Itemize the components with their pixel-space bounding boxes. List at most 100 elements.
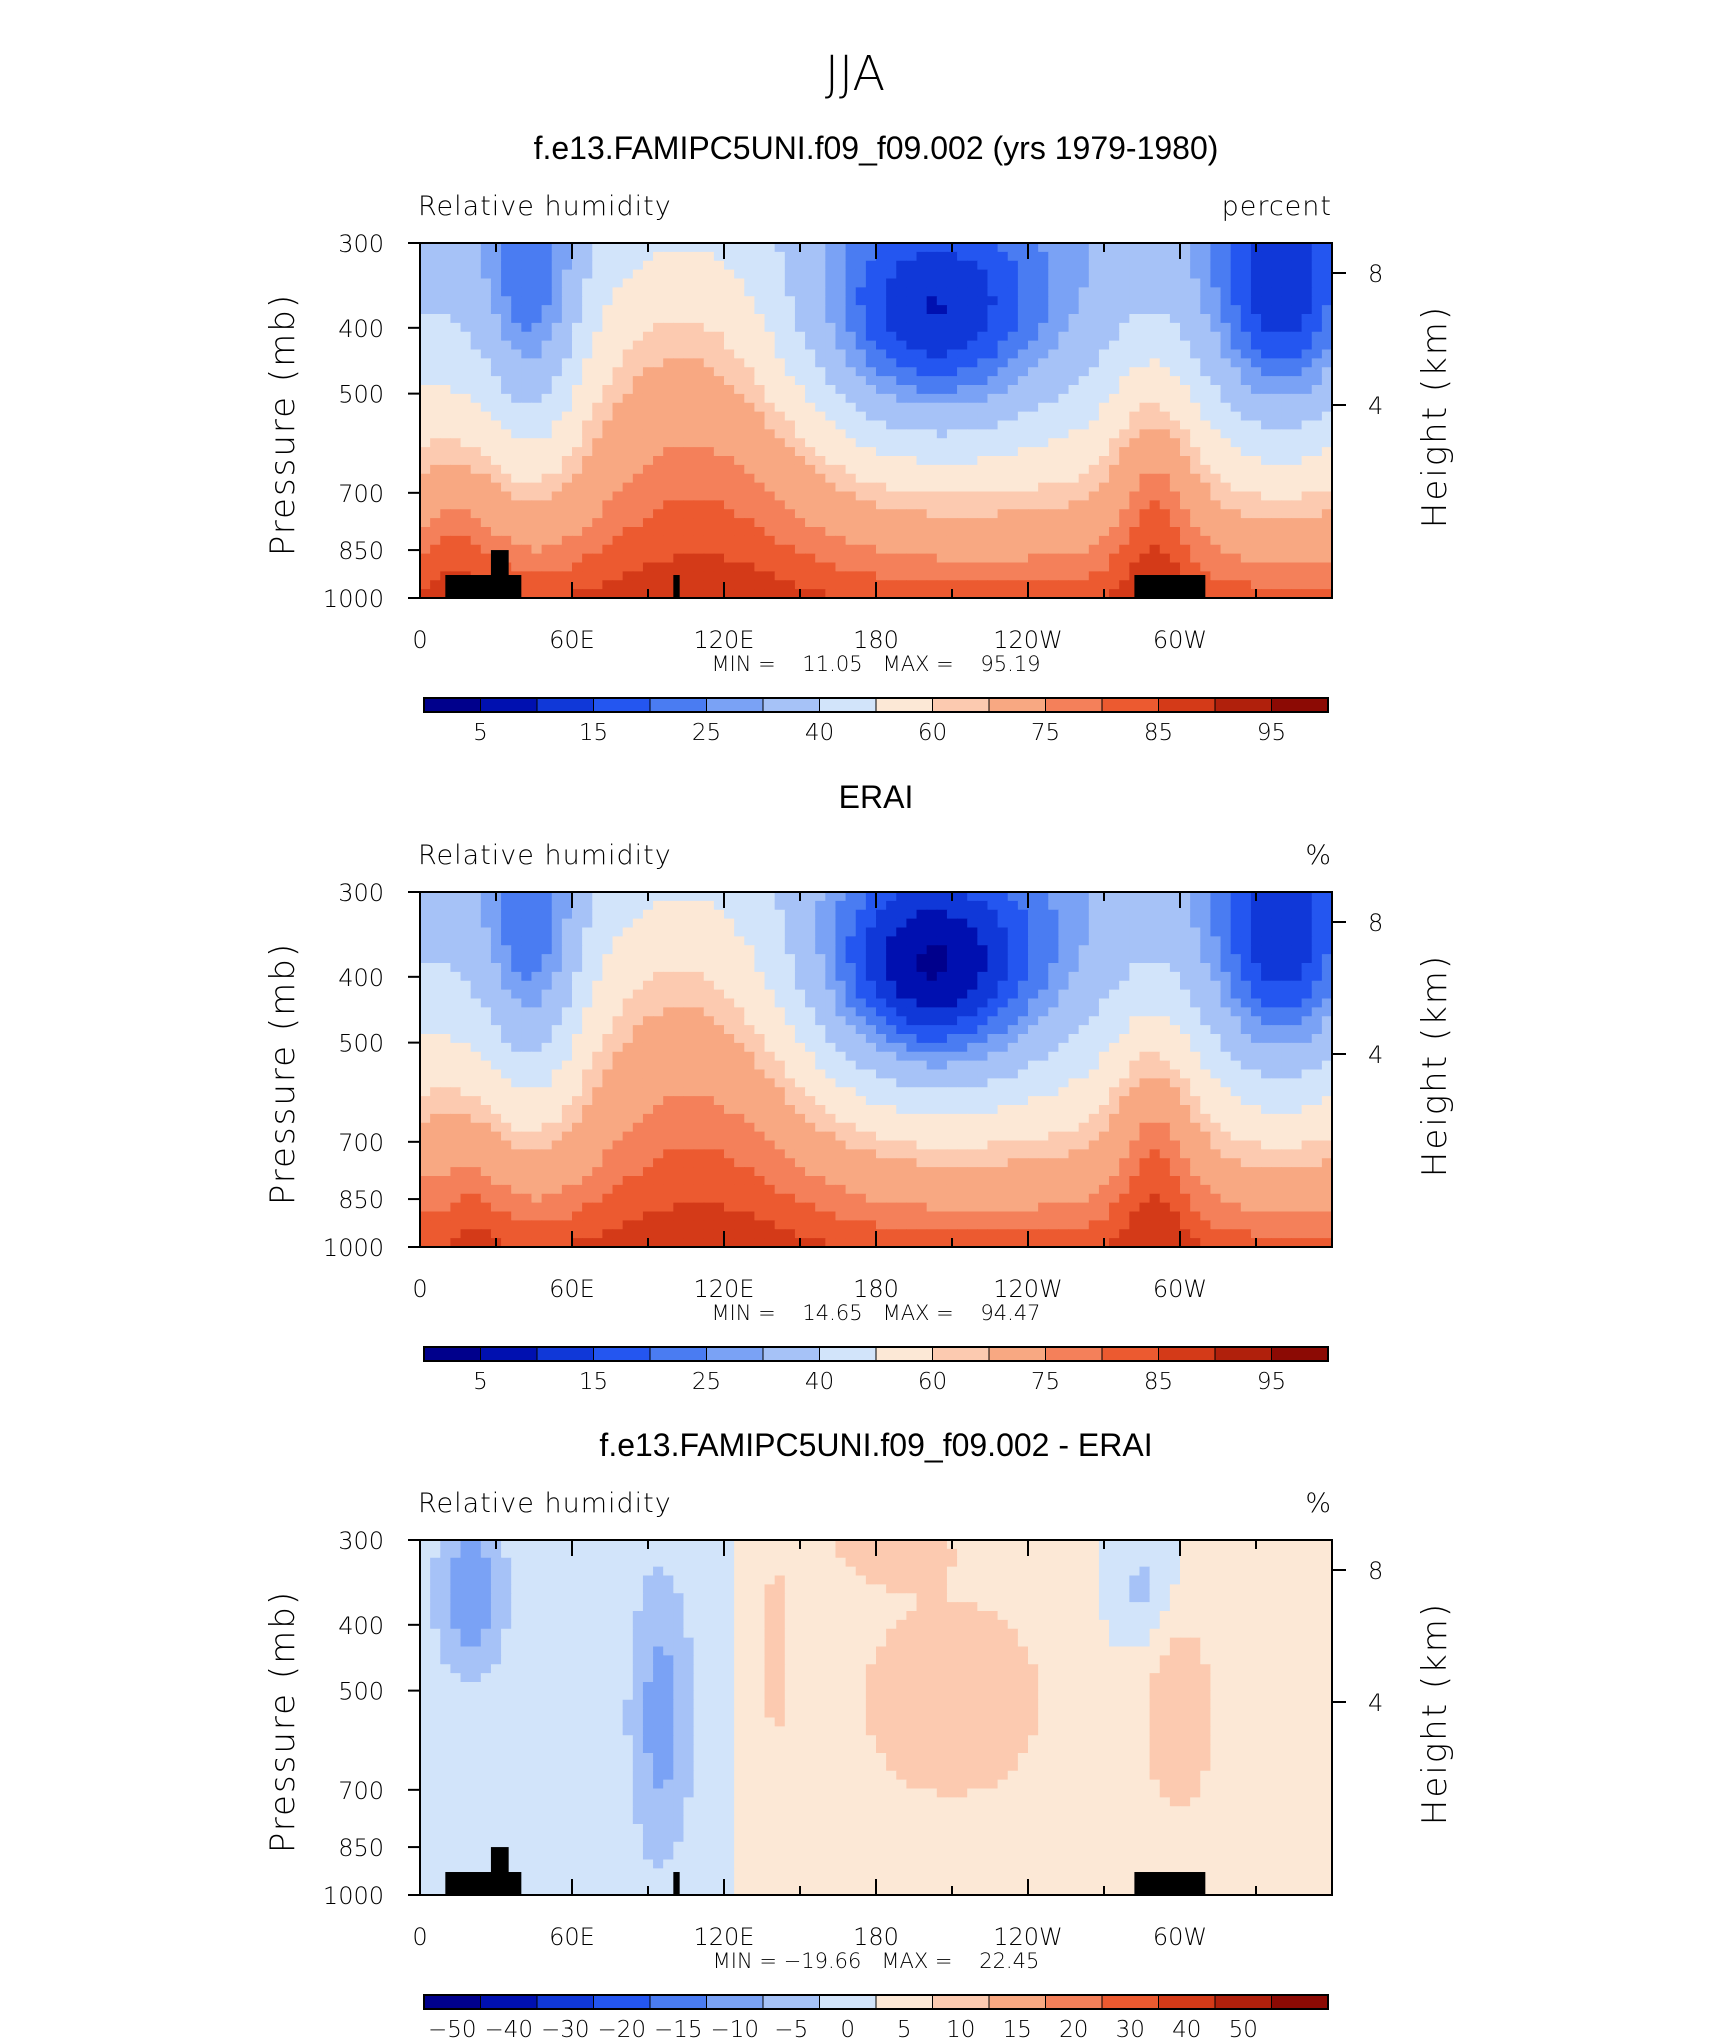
contour-cell <box>835 251 847 262</box>
contour-cell <box>541 518 553 528</box>
contour-cell <box>541 954 553 964</box>
contour-cell <box>1230 509 1242 519</box>
contour-cell <box>794 918 806 929</box>
contour-cell <box>926 385 938 395</box>
contour-cell <box>1078 376 1090 386</box>
contour-cell <box>612 296 624 306</box>
contour-cell <box>1159 420 1171 430</box>
contour-cell <box>1139 376 1151 386</box>
contour-cell <box>511 918 522 929</box>
contour-cell <box>683 322 695 333</box>
contour-cell <box>1321 358 1333 368</box>
contour-cell <box>602 553 614 564</box>
contour-cell <box>572 269 583 280</box>
contour-cell <box>531 980 543 991</box>
contour-cell <box>1180 393 1191 404</box>
contour-cell <box>653 909 664 920</box>
contour-cell <box>1281 456 1293 466</box>
contour-cell <box>1200 473 1211 484</box>
contour-cell <box>1281 1007 1293 1017</box>
contour-cell <box>1240 918 1252 929</box>
contour-cell <box>632 393 644 404</box>
contour-cell <box>642 314 654 324</box>
contour-cell <box>602 562 614 572</box>
contour-cell <box>1038 473 1049 484</box>
contour-cell <box>1007 980 1019 991</box>
contour-cell <box>1301 589 1313 599</box>
contour-cell <box>794 456 806 466</box>
contour-cell <box>572 892 583 902</box>
contour-cell <box>420 1016 431 1026</box>
contour-cell <box>1190 314 1201 324</box>
contour-cell <box>1078 278 1090 288</box>
contour-cell <box>632 998 644 1008</box>
contour-cell <box>632 900 644 911</box>
contour-cell <box>460 900 472 911</box>
contour-cell <box>1200 278 1211 288</box>
contour-cell <box>531 349 543 359</box>
contour-cell <box>784 340 796 351</box>
contour-cell <box>501 482 512 493</box>
contour-cell <box>1028 580 1039 590</box>
contour-cell <box>835 562 847 572</box>
contour-cell <box>1301 243 1313 253</box>
contour-cell <box>1301 518 1313 528</box>
contour-cell <box>1230 473 1242 484</box>
contour-cell <box>1098 305 1110 315</box>
contour-cell <box>724 402 735 413</box>
contour-cell <box>1291 580 1303 590</box>
contour-cell <box>815 385 826 395</box>
contour-cell <box>663 535 674 546</box>
contour-cell <box>1149 260 1161 271</box>
contour-cell <box>490 376 502 386</box>
contour-cell <box>977 340 989 351</box>
contour-cell <box>734 900 745 911</box>
contour-cell <box>946 456 958 466</box>
contour-cell <box>561 358 573 368</box>
y-right-tick-label: 4 <box>1368 392 1383 420</box>
contour-cell <box>1068 251 1080 262</box>
contour-cell <box>531 527 543 537</box>
contour-cell <box>663 1007 674 1017</box>
contour-cell <box>551 571 563 581</box>
contour-cell <box>754 340 766 351</box>
contour-cell <box>420 1007 431 1017</box>
contour-cell <box>1109 553 1120 564</box>
contour-cell <box>977 998 989 1008</box>
contour-cell <box>1017 349 1029 359</box>
contour-cell <box>1291 331 1303 342</box>
contour-cell <box>480 438 492 448</box>
contour-cell <box>490 447 502 457</box>
contour-cell <box>683 438 695 448</box>
contour-cell <box>845 456 857 466</box>
contour-cell <box>1220 945 1232 955</box>
contour-cell <box>896 296 907 306</box>
contour-cell <box>724 473 735 484</box>
contour-cell <box>602 251 614 262</box>
contour-cell <box>501 963 512 973</box>
contour-cell <box>754 945 766 955</box>
contour-cell <box>754 927 766 937</box>
contour-cell <box>936 589 948 599</box>
contour-cell <box>1301 420 1313 430</box>
contour-cell <box>592 349 603 359</box>
contour-cell <box>673 358 685 368</box>
contour-cell <box>754 1016 766 1026</box>
contour-cell <box>825 989 837 1000</box>
contour-cell <box>1301 251 1313 262</box>
contour-cell <box>541 420 553 430</box>
contour-cell <box>582 260 593 271</box>
contour-cell <box>886 527 897 537</box>
contour-cell <box>825 385 837 395</box>
contour-cell <box>1038 296 1049 306</box>
contour-cell <box>1129 420 1141 430</box>
contour-cell <box>531 544 543 555</box>
contour-cell <box>602 385 614 395</box>
contour-cell <box>1210 589 1222 599</box>
contour-cell <box>744 535 755 546</box>
contour-cell <box>511 892 522 902</box>
contour-cell <box>957 429 968 439</box>
contour-cell <box>1139 535 1151 546</box>
contour-cell <box>642 945 654 955</box>
contour-cell <box>642 998 654 1008</box>
